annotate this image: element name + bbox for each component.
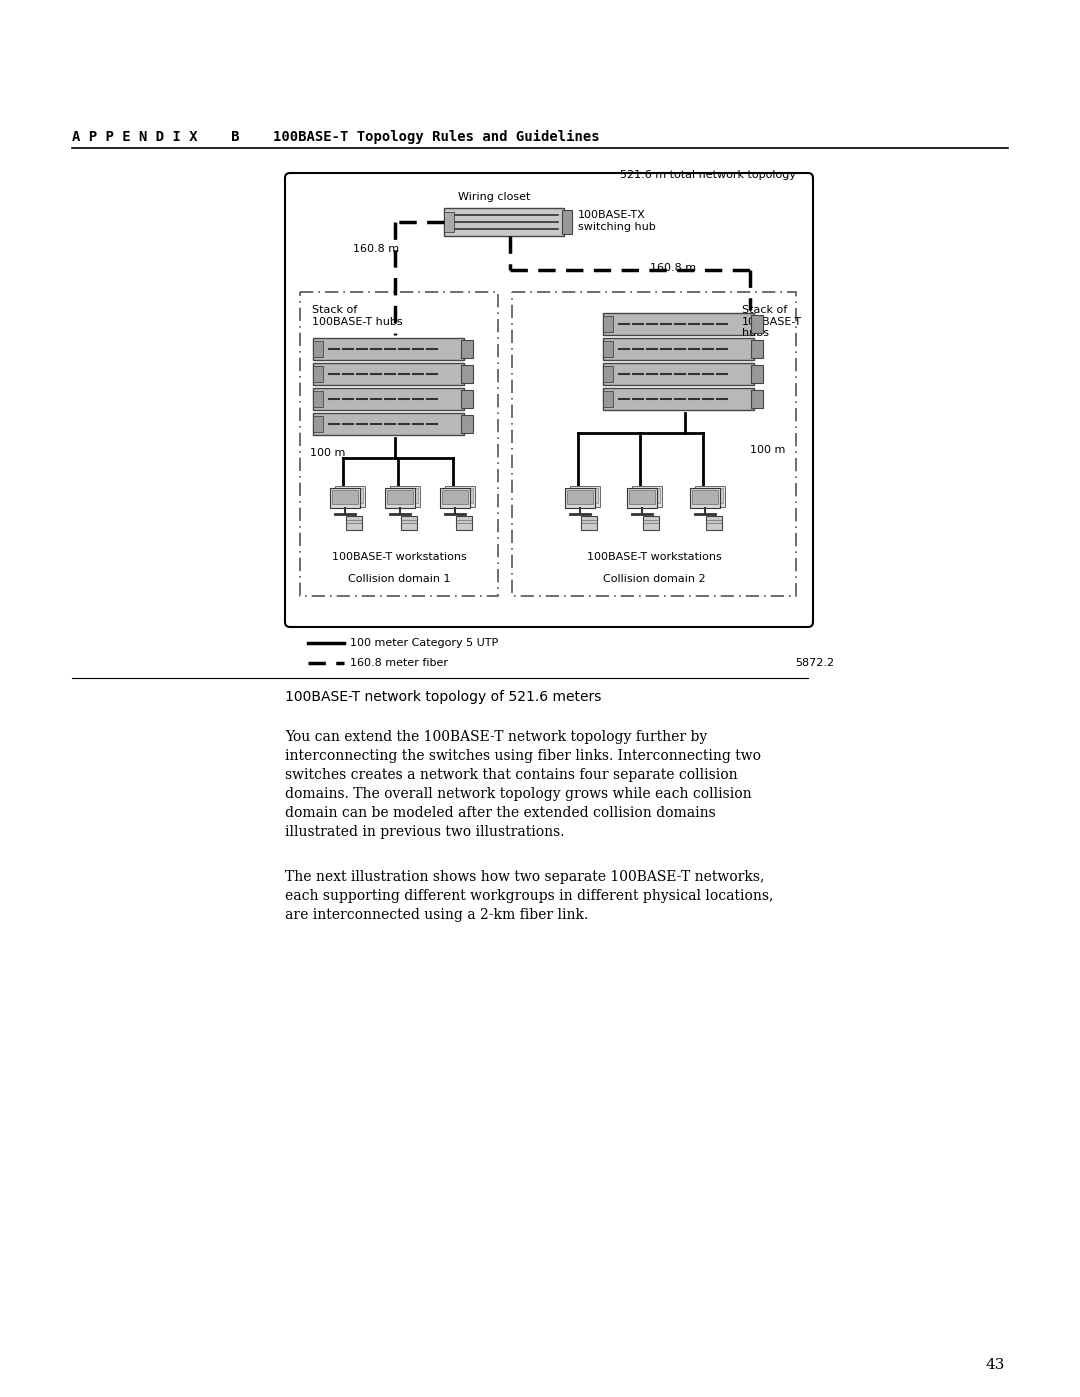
Text: 100BASE-T network topology of 521.6 meters: 100BASE-T network topology of 521.6 mete… bbox=[285, 690, 602, 704]
Bar bbox=[313, 338, 464, 360]
Bar bbox=[447, 488, 473, 503]
Bar bbox=[581, 515, 597, 529]
Bar bbox=[643, 515, 659, 529]
Bar bbox=[751, 365, 762, 383]
Bar bbox=[629, 490, 654, 504]
Bar bbox=[384, 488, 415, 509]
Bar bbox=[445, 486, 475, 507]
Text: 100BASE-T workstations: 100BASE-T workstations bbox=[586, 552, 721, 562]
Bar bbox=[461, 339, 473, 358]
Bar bbox=[337, 488, 363, 503]
Text: 100 meter Category 5 UTP: 100 meter Category 5 UTP bbox=[350, 638, 498, 648]
Bar bbox=[461, 415, 473, 433]
Bar bbox=[456, 515, 472, 529]
Bar bbox=[313, 341, 323, 358]
Bar bbox=[392, 488, 418, 503]
Bar bbox=[632, 486, 662, 507]
Bar bbox=[442, 490, 468, 504]
Bar bbox=[603, 341, 613, 358]
Text: domains. The overall network topology grows while each collision: domains. The overall network topology gr… bbox=[285, 787, 752, 800]
Text: illustrated in previous two illustrations.: illustrated in previous two illustration… bbox=[285, 826, 565, 840]
Bar bbox=[313, 391, 323, 407]
Bar bbox=[335, 486, 365, 507]
Text: Stack of
100BASE-T hubs: Stack of 100BASE-T hubs bbox=[312, 305, 403, 327]
FancyBboxPatch shape bbox=[285, 173, 813, 627]
Bar bbox=[567, 490, 593, 504]
Text: Collision domain 1: Collision domain 1 bbox=[348, 574, 450, 584]
Bar bbox=[387, 490, 413, 504]
Bar bbox=[330, 488, 360, 509]
Text: 100BASE-T workstations: 100BASE-T workstations bbox=[332, 552, 467, 562]
Text: 521.6 m total network topology: 521.6 m total network topology bbox=[620, 170, 796, 180]
Bar bbox=[440, 488, 470, 509]
Bar bbox=[300, 292, 498, 597]
Text: You can extend the 100BASE-T network topology further by: You can extend the 100BASE-T network top… bbox=[285, 731, 707, 745]
Text: switches creates a network that contains four separate collision: switches creates a network that contains… bbox=[285, 768, 738, 782]
Bar bbox=[692, 490, 718, 504]
Bar bbox=[565, 488, 595, 509]
Bar bbox=[697, 488, 723, 503]
Bar bbox=[512, 292, 796, 597]
Bar bbox=[603, 391, 613, 407]
Bar bbox=[401, 515, 417, 529]
Text: 43: 43 bbox=[986, 1358, 1005, 1372]
Text: 160.8 meter fiber: 160.8 meter fiber bbox=[350, 658, 448, 668]
Text: interconnecting the switches using fiber links. Interconnecting two: interconnecting the switches using fiber… bbox=[285, 749, 761, 763]
Bar bbox=[444, 208, 564, 236]
Bar bbox=[751, 339, 762, 358]
Bar bbox=[696, 486, 725, 507]
Bar bbox=[461, 390, 473, 408]
Bar bbox=[313, 414, 464, 434]
Bar bbox=[706, 515, 723, 529]
Text: Wiring closet: Wiring closet bbox=[458, 191, 530, 203]
Bar bbox=[332, 490, 357, 504]
Bar bbox=[572, 488, 598, 503]
Text: A P P E N D I X    B    100BASE-T Topology Rules and Guidelines: A P P E N D I X B 100BASE-T Topology Rul… bbox=[72, 130, 599, 144]
Bar bbox=[313, 363, 464, 386]
Bar bbox=[603, 316, 613, 332]
Bar bbox=[603, 388, 754, 409]
Text: The next illustration shows how two separate 100BASE-T networks,: The next illustration shows how two sepa… bbox=[285, 870, 765, 884]
Bar bbox=[603, 363, 754, 386]
Bar bbox=[603, 338, 754, 360]
Bar bbox=[562, 210, 572, 235]
Bar bbox=[634, 488, 660, 503]
Bar bbox=[461, 365, 473, 383]
Text: domain can be modeled after the extended collision domains: domain can be modeled after the extended… bbox=[285, 806, 716, 820]
Bar bbox=[313, 366, 323, 381]
Text: are interconnected using a 2-km fiber link.: are interconnected using a 2-km fiber li… bbox=[285, 908, 589, 922]
Text: 160.8 m: 160.8 m bbox=[353, 244, 400, 254]
Bar bbox=[751, 390, 762, 408]
Bar bbox=[313, 388, 464, 409]
Text: 100 m: 100 m bbox=[310, 448, 346, 458]
Text: 160.8 m: 160.8 m bbox=[650, 263, 697, 272]
Bar bbox=[390, 486, 420, 507]
Text: Collision domain 2: Collision domain 2 bbox=[603, 574, 705, 584]
Text: each supporting different workgroups in different physical locations,: each supporting different workgroups in … bbox=[285, 888, 773, 902]
Bar bbox=[603, 313, 754, 335]
Bar bbox=[444, 212, 454, 232]
Text: Stack of
100BASE-T
hubs: Stack of 100BASE-T hubs bbox=[742, 305, 802, 338]
Bar bbox=[346, 515, 362, 529]
Bar bbox=[570, 486, 600, 507]
Bar bbox=[313, 416, 323, 432]
Bar bbox=[603, 366, 613, 381]
Bar bbox=[690, 488, 720, 509]
Bar bbox=[751, 314, 762, 332]
Bar bbox=[627, 488, 657, 509]
Text: 5872.2: 5872.2 bbox=[795, 658, 834, 668]
Text: 100BASE-TX
switching hub: 100BASE-TX switching hub bbox=[578, 210, 656, 232]
Text: 100 m: 100 m bbox=[750, 446, 785, 455]
